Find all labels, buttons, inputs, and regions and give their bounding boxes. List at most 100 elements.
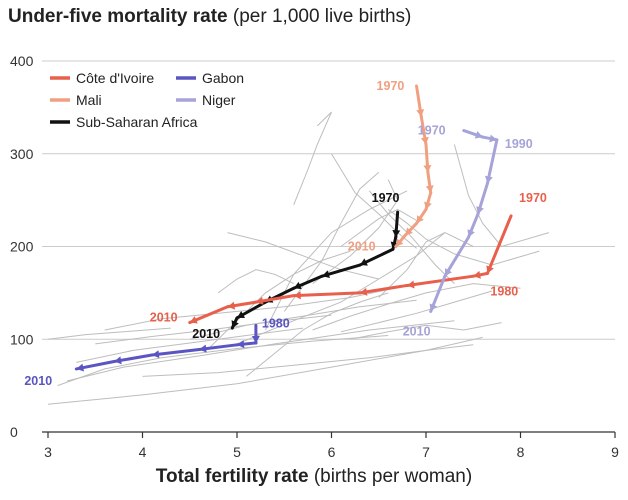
background-line bbox=[95, 314, 332, 345]
background-line bbox=[66, 320, 455, 382]
background-line bbox=[453, 144, 550, 248]
year-label: 1970 bbox=[418, 124, 446, 138]
series-point-arrow bbox=[424, 201, 432, 210]
y-tick-label: 200 bbox=[10, 239, 34, 255]
year-label: 1970 bbox=[519, 191, 547, 205]
legend-label: Niger bbox=[202, 92, 236, 108]
chart-title: Under-five mortality rate (per 1,000 liv… bbox=[8, 6, 411, 28]
year-label: 2010 bbox=[150, 311, 178, 325]
y-tick-label: 400 bbox=[10, 53, 34, 69]
background-line bbox=[368, 190, 455, 284]
chart-title-main: Under-five mortality rate bbox=[8, 6, 228, 27]
series-point-arrow bbox=[407, 280, 415, 289]
series-point-arrow bbox=[416, 109, 425, 117]
series-mali bbox=[394, 84, 434, 248]
background-line bbox=[350, 322, 502, 340]
year-labels: 1970 1980 2010 1970 2010 1980 2010 1970 1990 2010… bbox=[24, 79, 547, 388]
background-line bbox=[236, 232, 446, 345]
background-line bbox=[142, 344, 474, 377]
series-point-arrow bbox=[444, 268, 452, 277]
series-point-arrow bbox=[392, 229, 401, 238]
series-point-arrow bbox=[486, 265, 494, 274]
background-line bbox=[217, 269, 294, 294]
series-segment bbox=[405, 274, 475, 287]
y-tick-label: 100 bbox=[10, 331, 34, 347]
series-point-arrow bbox=[474, 130, 483, 139]
series-point-arrow bbox=[322, 270, 330, 279]
series-point-arrow bbox=[255, 297, 264, 305]
x-tick-label: 9 bbox=[611, 444, 619, 460]
series-point-arrow bbox=[467, 229, 475, 238]
year-label: 1990 bbox=[505, 137, 533, 151]
background-line bbox=[283, 171, 380, 312]
series-point-arrow bbox=[293, 291, 301, 300]
year-label: 1970 bbox=[377, 79, 405, 93]
legend-label: Côte d'Ivoire bbox=[76, 70, 154, 86]
series-point-arrow bbox=[189, 316, 198, 324]
series-segment bbox=[485, 138, 499, 185]
background-line bbox=[312, 179, 399, 285]
x-tick-label: 6 bbox=[328, 444, 336, 460]
series-niger bbox=[429, 129, 499, 313]
x-axis-label-main: Total fertility rate bbox=[155, 466, 309, 487]
series-point-arrow bbox=[293, 281, 302, 290]
x-tick-label: 3 bbox=[44, 444, 52, 460]
y-tick-label: 300 bbox=[10, 146, 34, 162]
series-point-arrow bbox=[405, 227, 413, 236]
legend-label: Gabon bbox=[202, 70, 244, 86]
x-tick-label: 5 bbox=[233, 444, 241, 460]
x-axis-label: Total fertility rate (births per woman) bbox=[0, 466, 628, 488]
series-point-arrow bbox=[359, 287, 368, 296]
x-tick-label: 4 bbox=[139, 444, 147, 460]
year-label: 2010 bbox=[403, 324, 431, 338]
series-point-arrow bbox=[484, 175, 493, 184]
year-label: 2010 bbox=[348, 240, 376, 254]
year-label: 2010 bbox=[24, 374, 52, 388]
series-segment bbox=[358, 283, 409, 295]
axis: 0 100 200 300 400 3 4 5 6 7 8 9 bbox=[10, 53, 619, 460]
series-gabon bbox=[74, 323, 260, 372]
year-label: 2010 bbox=[192, 327, 220, 341]
background-country-lines bbox=[47, 111, 550, 405]
x-axis-label-unit: (births per woman) bbox=[313, 466, 473, 487]
background-line bbox=[378, 232, 474, 298]
series-segment bbox=[443, 235, 471, 278]
series-point-arrow bbox=[237, 340, 245, 349]
series-point-arrow bbox=[237, 311, 246, 319]
background-line bbox=[340, 290, 493, 333]
highlighted-series bbox=[74, 84, 513, 372]
series-point-arrow bbox=[251, 335, 260, 343]
background-line bbox=[57, 335, 389, 387]
series-segment bbox=[150, 347, 201, 357]
grid-lines bbox=[42, 60, 615, 340]
series-point-arrow bbox=[423, 165, 432, 173]
series-point-arrow bbox=[227, 301, 236, 310]
series-point-arrow bbox=[489, 134, 497, 143]
background-line bbox=[227, 232, 379, 280]
background-line bbox=[340, 208, 417, 247]
y-tick-label: 0 bbox=[10, 424, 18, 440]
series-point-arrow bbox=[114, 356, 122, 365]
series-cote_divoire bbox=[188, 214, 513, 325]
x-tick-label: 7 bbox=[422, 444, 430, 460]
series-point-arrow bbox=[420, 136, 429, 145]
series-segment bbox=[292, 291, 362, 298]
series-point-arrow bbox=[476, 206, 484, 215]
background-line bbox=[47, 336, 483, 405]
background-line bbox=[76, 327, 304, 363]
x-tick-label: 8 bbox=[517, 444, 525, 460]
series-point-arrow bbox=[429, 303, 438, 312]
series-point-arrow bbox=[76, 363, 84, 372]
background-line bbox=[312, 283, 521, 331]
series-point-arrow bbox=[151, 350, 160, 359]
series-point-arrow bbox=[199, 344, 207, 353]
background-line bbox=[387, 208, 540, 266]
background-line bbox=[47, 327, 171, 340]
chart-title-unit: (per 1,000 live births) bbox=[232, 6, 412, 27]
legend-label: Sub-Saharan Africa bbox=[76, 114, 198, 130]
series-point-arrow bbox=[359, 258, 368, 266]
year-label: 1970 bbox=[372, 191, 400, 205]
series-point-arrow bbox=[416, 215, 424, 224]
